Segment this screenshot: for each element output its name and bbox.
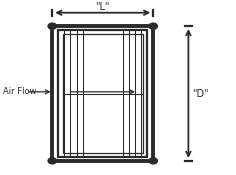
Bar — [52, 26, 153, 161]
Circle shape — [149, 158, 157, 164]
Text: Air Flow: Air Flow — [3, 87, 37, 96]
Text: "L": "L" — [96, 2, 110, 12]
Circle shape — [48, 158, 57, 164]
Circle shape — [48, 23, 57, 29]
Circle shape — [149, 23, 157, 29]
Bar — [63, 34, 143, 153]
Bar — [58, 30, 147, 157]
Text: "D": "D" — [192, 89, 209, 99]
